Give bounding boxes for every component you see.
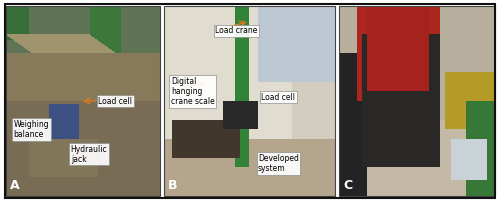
Bar xyxy=(339,6,495,196)
Text: Developed
system: Developed system xyxy=(258,154,299,173)
Text: Load crane: Load crane xyxy=(216,26,258,35)
Text: Hydraulic
jack: Hydraulic jack xyxy=(70,144,108,164)
Text: Weighing
balance: Weighing balance xyxy=(14,120,50,139)
Text: Load cell: Load cell xyxy=(98,97,132,105)
Text: Digital
hanging
crane scale: Digital hanging crane scale xyxy=(171,77,214,106)
Bar xyxy=(164,6,335,196)
Text: A: A xyxy=(10,179,20,192)
Text: Load cell: Load cell xyxy=(262,93,296,102)
Bar xyxy=(6,6,160,196)
Text: B: B xyxy=(168,179,177,192)
Text: C: C xyxy=(343,179,352,192)
